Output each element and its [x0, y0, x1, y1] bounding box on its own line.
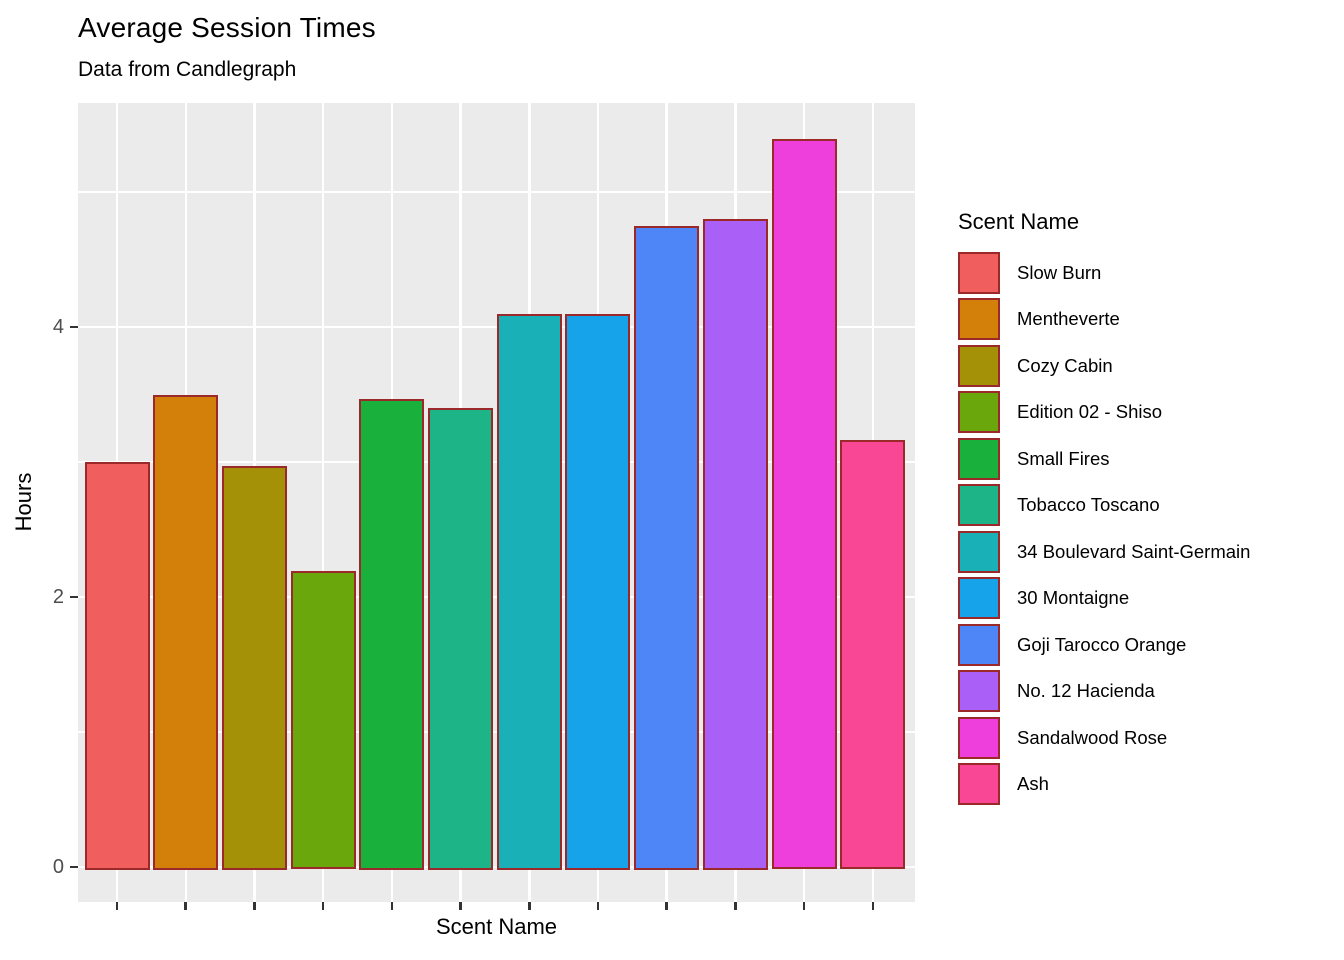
legend-title: Scent Name	[958, 209, 1080, 234]
x-tick-mark	[459, 902, 462, 910]
x-tick-mark	[734, 902, 737, 910]
legend-item: 34 Boulevard Saint-Germain	[958, 530, 1250, 573]
gridline-minor	[78, 461, 915, 463]
legend-item-label: 34 Boulevard Saint-Germain	[1017, 540, 1251, 562]
x-tick-mark	[184, 902, 187, 910]
legend-item-label: Sandalwood Rose	[1017, 726, 1168, 748]
bar-30-montaigne	[565, 313, 631, 870]
legend-swatch	[958, 484, 1000, 526]
y-tick-mark	[70, 595, 78, 599]
gridline-minor	[78, 731, 915, 733]
x-tick-mark	[528, 902, 531, 910]
legend-item: Sandalwood Rose	[958, 716, 1250, 759]
x-tick-mark	[115, 902, 119, 910]
legend-swatch	[958, 623, 1000, 666]
legend-item: No. 12 Hacienda	[958, 670, 1250, 713]
legend-swatch	[958, 391, 1000, 433]
gridline-major	[78, 595, 915, 599]
y-tick-label: 0	[52, 856, 64, 878]
x-tick-mark	[390, 902, 394, 910]
legend-item-label: Tobacco Toscano	[1017, 494, 1160, 515]
y-axis-title: Hours	[11, 472, 36, 532]
bar-no-12-hacienda	[702, 219, 768, 870]
legend-item-label: No. 12 Hacienda	[1017, 680, 1155, 701]
bar-edition-02-shiso	[290, 571, 356, 870]
bar-small-fires	[359, 398, 425, 870]
legend-item-label: 30 Montaigne	[1017, 587, 1130, 608]
legend-item: Small Fires	[958, 437, 1250, 480]
bar-tobacco-toscano	[428, 408, 493, 870]
bar-mentheverte	[153, 394, 219, 870]
legend-swatch	[958, 577, 1000, 619]
legend-item: Tobacco Toscano	[958, 484, 1250, 527]
bar-cozy-cabin	[221, 466, 287, 870]
legend-item: Ash	[958, 763, 1250, 806]
legend-item-label: Goji Tarocco Orange	[1017, 633, 1187, 655]
legend-item-label: Slow Burn	[1017, 261, 1102, 283]
bar-34-boulevard-saint-germain	[496, 313, 562, 870]
gridline-minor	[78, 191, 915, 193]
y-tick-label: 4	[52, 316, 64, 338]
plot-panel	[78, 103, 915, 902]
legend: Scent Name Slow Burn Mentheverte Cozy Cabi…	[958, 209, 1250, 809]
y-tick-mark	[70, 325, 78, 329]
x-tick-mark	[321, 902, 325, 910]
x-tick-mark	[596, 902, 600, 910]
legend-item: Mentheverte	[958, 298, 1250, 341]
legend-item-label: Small Fires	[1017, 447, 1110, 469]
legend-swatch	[958, 251, 1000, 294]
legend-item: Cozy Cabin	[958, 344, 1250, 387]
y-tick-label: 2	[52, 586, 64, 608]
legend-swatch	[958, 530, 1000, 573]
legend-item-label: Edition 02 - Shiso	[1017, 401, 1163, 422]
x-axis-title: Scent Name	[435, 914, 558, 939]
legend-swatch	[958, 716, 1000, 759]
y-tick-mark	[70, 865, 78, 869]
chart-subtitle: Data from Candlegraph	[78, 58, 297, 81]
gridline-major	[78, 325, 915, 329]
legend-item: 30 Montaigne	[958, 577, 1250, 620]
bar-goji-tarocco-orange	[634, 225, 700, 870]
bar-slow-burn	[84, 462, 150, 870]
x-tick-mark	[253, 902, 256, 910]
legend-swatch	[958, 437, 1000, 480]
legend-item-label: Ash	[1017, 773, 1049, 794]
legend-item-label: Cozy Cabin	[1017, 354, 1113, 376]
legend-swatch	[958, 670, 1000, 712]
legend-item-label: Mentheverte	[1017, 308, 1120, 329]
gridline-vertical	[321, 103, 325, 902]
x-tick-mark	[665, 902, 668, 910]
chart-title: Average Session Times	[78, 12, 376, 43]
legend-item: Slow Burn	[958, 251, 1250, 294]
legend-swatch	[958, 298, 1000, 340]
legend-item: Edition 02 - Shiso	[958, 391, 1250, 434]
x-tick-mark	[871, 902, 874, 910]
x-tick-mark	[802, 902, 806, 910]
bar-ash	[840, 440, 906, 870]
legend-items: Slow Burn Mentheverte Cozy Cabin Edition 02…	[958, 251, 1250, 806]
legend-swatch	[958, 763, 1000, 805]
gridline-major	[78, 865, 915, 869]
legend-item: Goji Tarocco Orange	[958, 623, 1250, 666]
legend-swatch	[958, 344, 1000, 387]
bar-sandalwood-rose	[771, 139, 837, 870]
